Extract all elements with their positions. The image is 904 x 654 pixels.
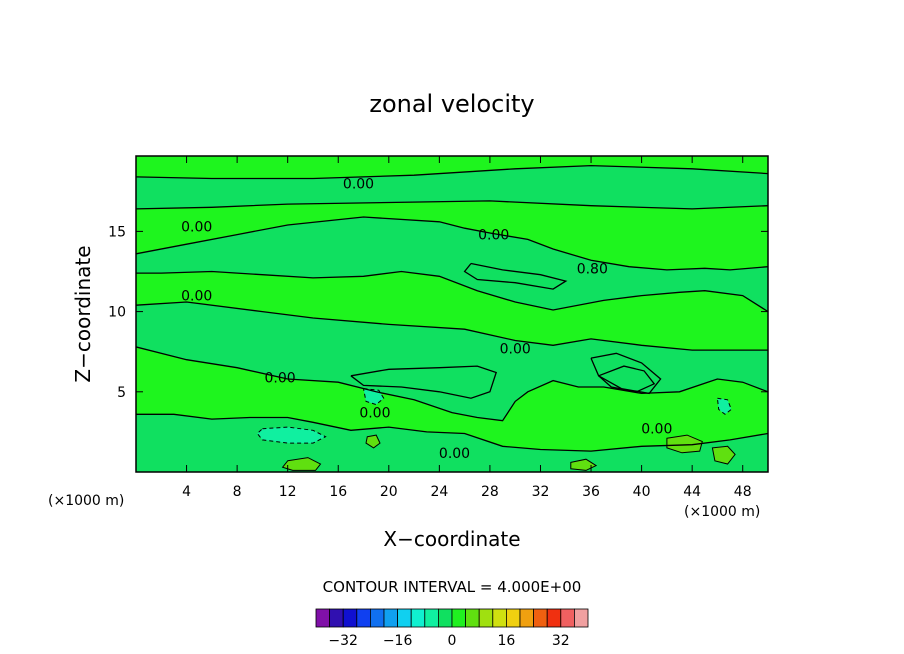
chart-title: zonal velocity bbox=[369, 90, 534, 118]
y-axis-title: Z−coordinate bbox=[71, 245, 95, 382]
colorbar-swatch bbox=[437, 608, 453, 628]
contour-value-label: 0.00 bbox=[181, 289, 212, 305]
colorbar-swatch bbox=[451, 608, 467, 628]
filled-regions bbox=[136, 165, 768, 472]
x-tick-label: 36 bbox=[582, 484, 600, 500]
contour-value-label: 0.00 bbox=[478, 228, 509, 244]
colorbar-swatch bbox=[505, 608, 521, 628]
contour-value-label: 0.00 bbox=[265, 370, 296, 386]
colorbar-tick-label: 32 bbox=[552, 633, 570, 649]
x-axis-title: X−coordinate bbox=[383, 527, 520, 551]
colorbar-swatch bbox=[560, 608, 575, 628]
contour-line bbox=[281, 457, 322, 471]
contour-value-label: 0.00 bbox=[343, 176, 374, 192]
colorbar-tick-label: −16 bbox=[383, 633, 413, 649]
y-unit-label: (×1000 m) bbox=[48, 493, 124, 509]
colorbar-swatch bbox=[397, 608, 412, 628]
x-axis-ticks: 4 8 12 16 20 24 28 32 36 40 44 48 bbox=[182, 156, 752, 500]
contour-fill-region bbox=[666, 435, 703, 453]
colorbar-tick-label: 0 bbox=[448, 633, 457, 649]
contour-line bbox=[136, 413, 768, 452]
contour-fill-region bbox=[136, 217, 768, 312]
colorbar-swatch bbox=[329, 608, 344, 628]
contour-line bbox=[136, 216, 768, 271]
colorbar-tick-labels: −32 −16 0 16 32 bbox=[328, 633, 569, 649]
colorbar-swatch bbox=[574, 608, 589, 628]
colorbar-swatch bbox=[519, 608, 535, 628]
colorbar-swatch bbox=[342, 608, 358, 628]
x-tick-label: 24 bbox=[430, 484, 448, 500]
x-unit-label: (×1000 m) bbox=[684, 504, 760, 520]
colorbar-swatch bbox=[492, 608, 507, 628]
contour-line bbox=[598, 365, 656, 393]
colorbar-swatch bbox=[356, 608, 371, 628]
colorbar-swatch bbox=[478, 608, 494, 628]
contour-line bbox=[136, 301, 768, 351]
contour-line bbox=[136, 270, 768, 313]
colorbar-swatch bbox=[369, 608, 385, 628]
contour-fill-region bbox=[712, 446, 736, 464]
colorbar-swatch bbox=[533, 608, 548, 628]
contour-value-label: 0.00 bbox=[359, 406, 390, 422]
contour-fill-region bbox=[136, 302, 768, 421]
contour-line bbox=[365, 434, 381, 449]
colorbar-swatch bbox=[383, 608, 399, 628]
contour-fill-region bbox=[136, 165, 768, 209]
colorbar-swatch bbox=[424, 608, 439, 628]
colorbar-tick-label: 16 bbox=[497, 633, 515, 649]
contour-lines bbox=[136, 164, 768, 471]
contour-line bbox=[362, 388, 385, 406]
x-tick-label: 48 bbox=[734, 484, 752, 500]
contour-labels: 0.00 0.00 0.00 0.80 0.00 0.00 0.00 0.00 0.00 0.00 bbox=[181, 176, 672, 462]
colorbar-swatch bbox=[546, 608, 562, 628]
contour-line bbox=[350, 365, 498, 399]
plot-area: 0.00 0.00 0.00 0.80 0.00 0.00 0.00 0.00 0.00 0.00 bbox=[135, 155, 769, 473]
contour-value-label: 0.00 bbox=[500, 342, 531, 358]
x-tick-label: 16 bbox=[329, 484, 347, 500]
colorbar-swatch bbox=[315, 608, 331, 628]
y-tick-label: 5 bbox=[117, 385, 126, 401]
contour-line bbox=[136, 200, 768, 210]
x-tick-label: 12 bbox=[279, 484, 297, 500]
x-tick-label: 28 bbox=[481, 484, 499, 500]
x-tick-label: 4 bbox=[182, 484, 191, 500]
contour-value-label: 0.00 bbox=[439, 446, 470, 462]
contour-line bbox=[256, 426, 327, 444]
contour-fill-region bbox=[257, 427, 326, 444]
contour-value-label: 0.00 bbox=[641, 422, 672, 438]
contour-line bbox=[666, 434, 703, 454]
contour-fill-region bbox=[366, 435, 380, 448]
y-tick-label: 15 bbox=[108, 224, 126, 240]
contour-line bbox=[136, 346, 768, 422]
contour-line bbox=[136, 164, 768, 180]
contour-value-label: 0.00 bbox=[181, 220, 212, 236]
colorbar-tick-label: −32 bbox=[328, 633, 358, 649]
x-tick-label: 8 bbox=[233, 484, 242, 500]
contour-fill-region bbox=[717, 398, 732, 415]
contour-interval-label: CONTOUR INTERVAL = 4.000E+00 bbox=[323, 578, 582, 596]
contour-line bbox=[711, 445, 736, 465]
x-tick-label: 32 bbox=[532, 484, 550, 500]
x-tick-label: 20 bbox=[380, 484, 398, 500]
plot-frame bbox=[135, 155, 769, 473]
contour-fill-region bbox=[282, 457, 321, 471]
x-tick-label: 44 bbox=[683, 484, 701, 500]
colorbar-swatch bbox=[465, 608, 480, 628]
colorbar bbox=[315, 608, 589, 628]
contour-line bbox=[463, 262, 568, 290]
contour-line bbox=[716, 397, 732, 415]
contour-value-label: 0.80 bbox=[577, 261, 608, 277]
colorbar-swatch bbox=[410, 608, 426, 628]
x-tick-label: 40 bbox=[633, 484, 651, 500]
y-axis-ticks: 5 10 15 bbox=[108, 224, 768, 401]
y-tick-label: 10 bbox=[108, 305, 126, 321]
contour-line bbox=[590, 352, 662, 395]
